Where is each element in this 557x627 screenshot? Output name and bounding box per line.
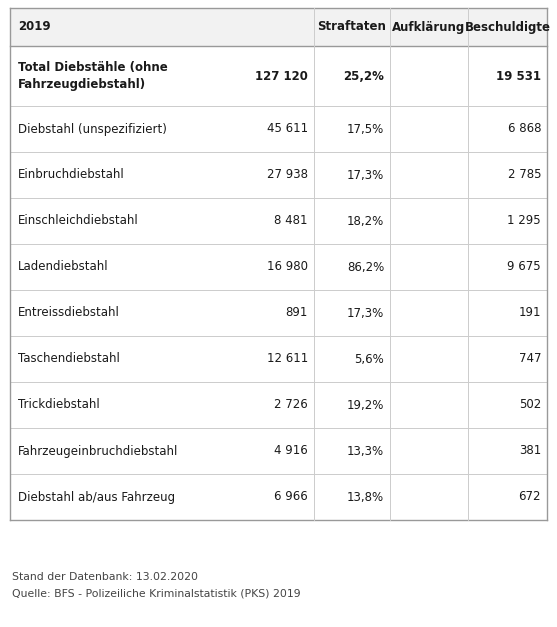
Text: Taschendiebstahl: Taschendiebstahl: [18, 352, 120, 366]
Text: 12 611: 12 611: [267, 352, 308, 366]
Text: Fahrzeugeinbruchdiebstahl: Fahrzeugeinbruchdiebstahl: [18, 445, 178, 458]
Text: 747: 747: [519, 352, 541, 366]
Text: Straftaten: Straftaten: [317, 21, 387, 33]
Text: Quelle: BFS - Polizeiliche Kriminalstatistik (PKS) 2019: Quelle: BFS - Polizeiliche Kriminalstati…: [12, 588, 301, 598]
Text: 8 481: 8 481: [275, 214, 308, 228]
Text: Beschuldigte: Beschuldigte: [465, 21, 550, 33]
Text: 127 120: 127 120: [255, 70, 308, 83]
Text: Diebstahl ab/aus Fahrzeug: Diebstahl ab/aus Fahrzeug: [18, 490, 175, 503]
Text: 6 868: 6 868: [507, 122, 541, 135]
Text: 2019: 2019: [18, 21, 51, 33]
Text: Ladendiebstahl: Ladendiebstahl: [18, 260, 109, 273]
Text: 17,5%: 17,5%: [347, 122, 384, 135]
Text: 25,2%: 25,2%: [343, 70, 384, 83]
Text: Diebstahl (unspezifiziert): Diebstahl (unspezifiziert): [18, 122, 167, 135]
Text: 2 785: 2 785: [507, 169, 541, 181]
Text: 16 980: 16 980: [267, 260, 308, 273]
Text: 27 938: 27 938: [267, 169, 308, 181]
Text: 45 611: 45 611: [267, 122, 308, 135]
Text: Trickdiebstahl: Trickdiebstahl: [18, 399, 100, 411]
Text: 13,8%: 13,8%: [347, 490, 384, 503]
Text: 1 295: 1 295: [507, 214, 541, 228]
Text: Einschleichdiebstahl: Einschleichdiebstahl: [18, 214, 139, 228]
Text: 5,6%: 5,6%: [354, 352, 384, 366]
Text: 672: 672: [519, 490, 541, 503]
Text: 6 966: 6 966: [274, 490, 308, 503]
Text: Total Diebstähle (ohne
Fahrzeugdiebstahl): Total Diebstähle (ohne Fahrzeugdiebstahl…: [18, 61, 168, 91]
Text: 19 531: 19 531: [496, 70, 541, 83]
Text: 17,3%: 17,3%: [347, 169, 384, 181]
Text: Stand der Datenbank: 13.02.2020: Stand der Datenbank: 13.02.2020: [12, 572, 198, 582]
Text: 19,2%: 19,2%: [346, 399, 384, 411]
Text: Einbruchdiebstahl: Einbruchdiebstahl: [18, 169, 125, 181]
Text: 17,3%: 17,3%: [347, 307, 384, 320]
Text: 13,3%: 13,3%: [347, 445, 384, 458]
Text: 502: 502: [519, 399, 541, 411]
Bar: [10, 8, 547, 46]
Text: 18,2%: 18,2%: [347, 214, 384, 228]
Text: 891: 891: [286, 307, 308, 320]
Text: Aufklärung: Aufklärung: [392, 21, 466, 33]
Text: 9 675: 9 675: [507, 260, 541, 273]
Text: 4 916: 4 916: [274, 445, 308, 458]
Text: 86,2%: 86,2%: [347, 260, 384, 273]
Text: 2 726: 2 726: [274, 399, 308, 411]
Text: 191: 191: [519, 307, 541, 320]
Text: 381: 381: [519, 445, 541, 458]
Text: Entreissdiebstahl: Entreissdiebstahl: [18, 307, 120, 320]
